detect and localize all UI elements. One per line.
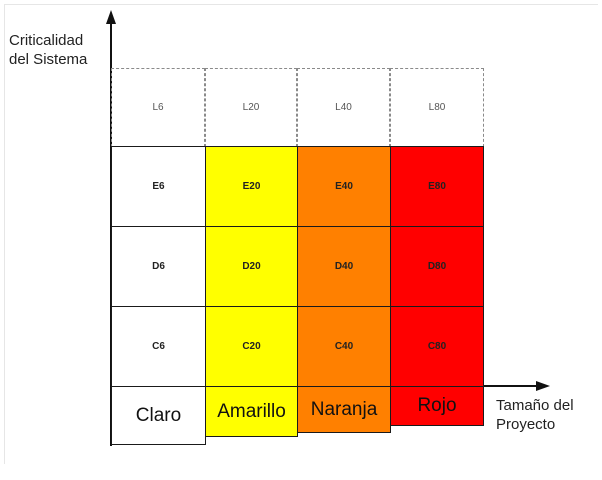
y-axis-label-line1: Criticalidad <box>9 32 84 49</box>
cell-d6: D6 <box>111 226 206 307</box>
y-axis-arrowhead <box>106 10 116 24</box>
x-axis-label-line2: Proyecto <box>496 416 556 433</box>
cell-e40: E40 <box>297 146 391 227</box>
cell-e6: E6 <box>111 146 206 227</box>
cell-l40: L40 <box>297 68 390 147</box>
x-axis-label-line1: Tamaño del <box>496 397 574 414</box>
cell-d80: D80 <box>390 226 484 307</box>
cell-l20: L20 <box>205 68 297 147</box>
cell-c40: C40 <box>297 306 391 387</box>
category-claro: Claro <box>111 386 206 445</box>
frame-top-line <box>4 4 598 5</box>
cell-c20: C20 <box>205 306 298 387</box>
category-amarillo: Amarillo <box>205 386 298 437</box>
x-axis-label: Tamaño del Proyecto <box>496 396 574 434</box>
x-axis-arrowhead <box>536 381 550 391</box>
y-axis-label-line2: del Sistema <box>9 51 88 68</box>
category-naranja: Naranja <box>297 386 391 433</box>
cell-d40: D40 <box>297 226 391 307</box>
frame-left-line <box>4 4 5 464</box>
cell-c80: C80 <box>390 306 484 387</box>
cell-e80: E80 <box>390 146 484 227</box>
category-rojo: Rojo <box>390 386 484 426</box>
y-axis-label: Criticalidad del Sistema <box>9 31 87 69</box>
cell-e20: E20 <box>205 146 298 227</box>
cell-c6: C6 <box>111 306 206 387</box>
cell-d20: D20 <box>205 226 298 307</box>
cell-l6: L6 <box>111 68 205 147</box>
cell-l80: L80 <box>390 68 484 147</box>
